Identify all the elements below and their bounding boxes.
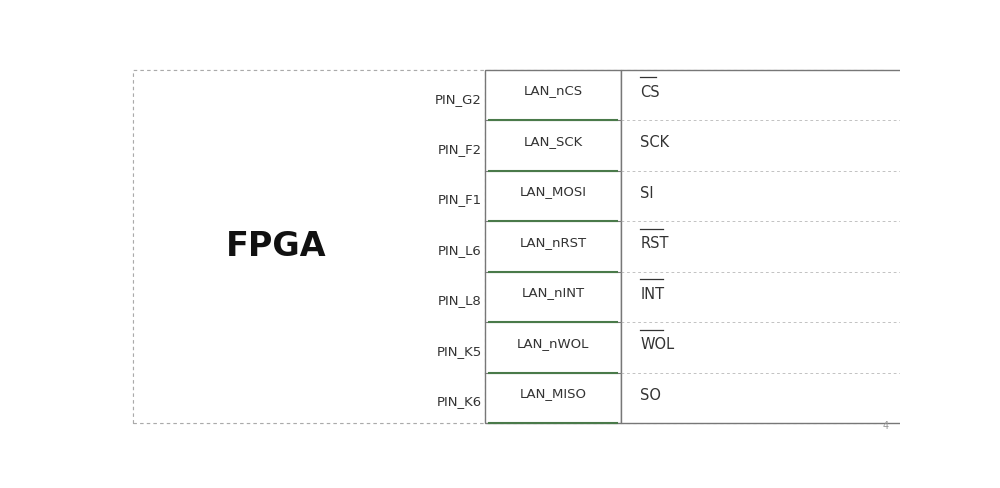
Text: PIN_L8: PIN_L8 <box>438 294 482 307</box>
Text: LAN_nWOL: LAN_nWOL <box>517 337 589 350</box>
Text: PIN_L6: PIN_L6 <box>438 244 482 257</box>
Text: PIN_F1: PIN_F1 <box>437 194 482 206</box>
Text: LAN_nCS: LAN_nCS <box>524 84 583 98</box>
Text: LAN_SCK: LAN_SCK <box>524 135 583 148</box>
Text: PIN_F2: PIN_F2 <box>437 143 482 156</box>
Text: LAN_nRST: LAN_nRST <box>520 236 587 249</box>
Text: LAN_nINT: LAN_nINT <box>522 286 585 299</box>
Text: INT: INT <box>640 287 664 302</box>
Text: CS: CS <box>640 85 660 100</box>
Text: PIN_G2: PIN_G2 <box>435 93 482 105</box>
Text: LAN_MISO: LAN_MISO <box>520 387 587 400</box>
Bar <box>621 70 916 423</box>
Bar <box>133 70 485 423</box>
Text: SCK: SCK <box>640 136 670 150</box>
Text: PIN_K6: PIN_K6 <box>436 395 482 408</box>
Text: WOL: WOL <box>640 337 674 352</box>
Text: PIN_K5: PIN_K5 <box>436 345 482 358</box>
Text: FPGA: FPGA <box>226 230 326 263</box>
Text: RST: RST <box>640 236 669 251</box>
Text: SI: SI <box>640 186 654 201</box>
Text: SO: SO <box>640 388 661 403</box>
Text: 4: 4 <box>882 421 888 430</box>
Text: LAN_MOSI: LAN_MOSI <box>520 185 587 199</box>
Bar <box>485 70 621 423</box>
